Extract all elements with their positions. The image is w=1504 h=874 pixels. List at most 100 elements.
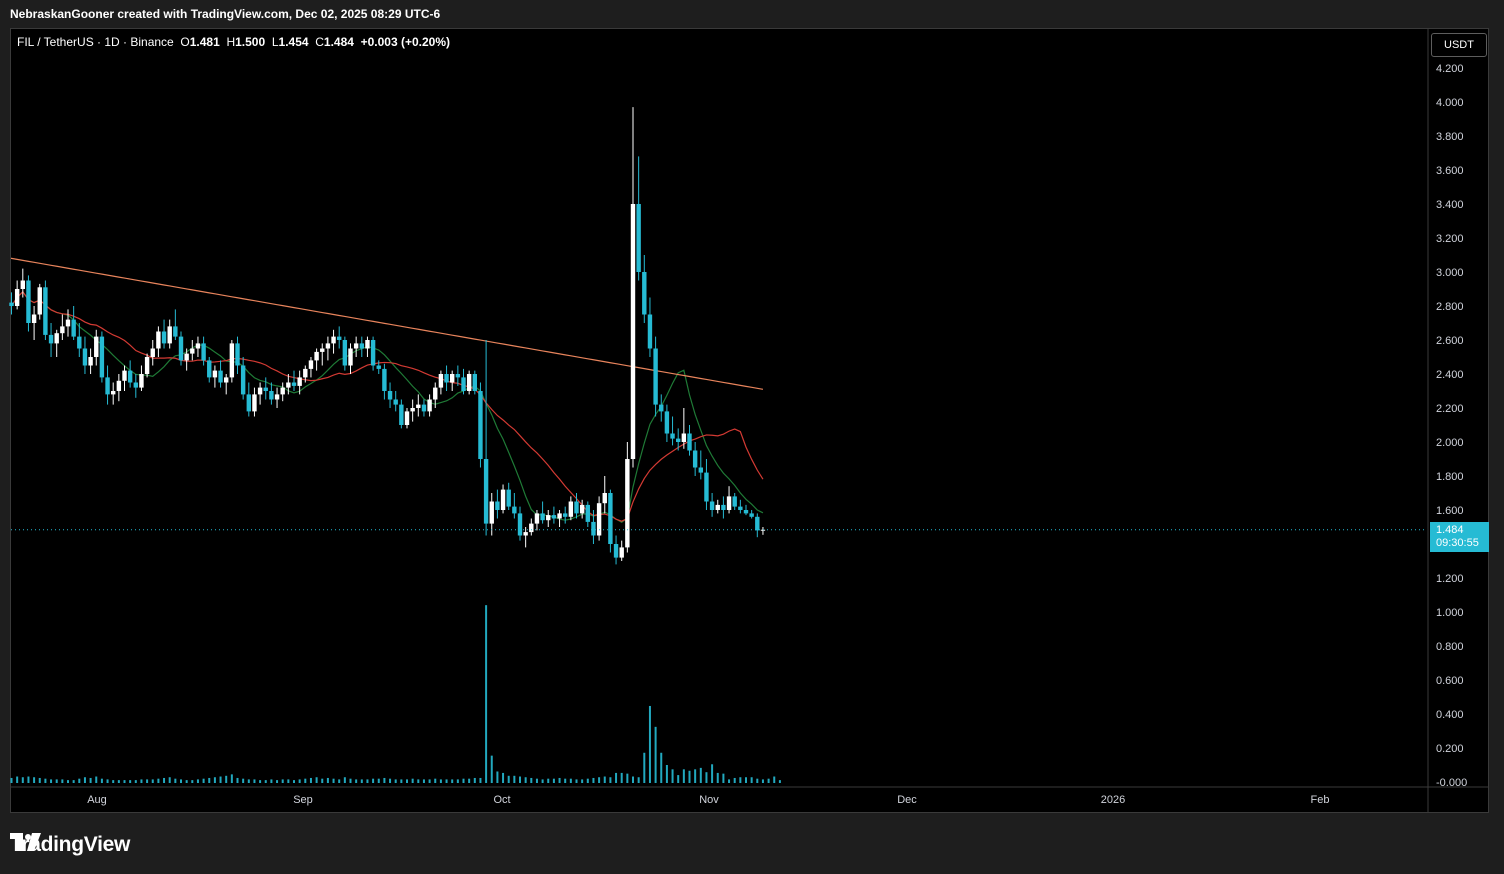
volume-bar xyxy=(451,779,454,783)
candle-body xyxy=(286,382,291,388)
close-label: C xyxy=(315,35,324,49)
volume-bar xyxy=(157,778,160,783)
volume-bar xyxy=(208,777,211,783)
currency-button[interactable]: USDT xyxy=(1431,33,1487,57)
candle-body xyxy=(353,343,359,349)
volume-bar xyxy=(191,780,194,783)
candle-body xyxy=(692,450,698,468)
volume-bar xyxy=(490,755,493,783)
candle-body xyxy=(523,532,528,536)
candle-body xyxy=(478,391,483,459)
symbol-name[interactable]: FIL / TetherUS · 1D · Binance xyxy=(17,35,174,49)
candle-body xyxy=(43,287,48,335)
volume-bar xyxy=(134,780,137,783)
volume-bar xyxy=(309,777,312,783)
y-tick-label: 1.600 xyxy=(1436,505,1464,517)
candle-body xyxy=(224,377,229,383)
candle-body xyxy=(472,374,477,391)
y-tick-label: 1.800 xyxy=(1436,471,1464,483)
volume-bar xyxy=(383,777,386,783)
candle-body xyxy=(71,319,76,337)
candle-body xyxy=(190,348,195,354)
candle-body xyxy=(670,433,675,439)
candle-body xyxy=(698,467,703,473)
candle-body xyxy=(218,370,223,383)
candle-body xyxy=(297,377,302,386)
volume-bar xyxy=(739,777,742,783)
volume-bar xyxy=(468,778,471,783)
volume-bar xyxy=(242,778,245,783)
candle-body xyxy=(466,374,472,391)
y-tick-label: 3.800 xyxy=(1436,131,1464,143)
volume-bar xyxy=(394,779,397,783)
candle-body xyxy=(263,387,268,391)
y-tick-label: 0.800 xyxy=(1436,641,1464,653)
candle-body xyxy=(229,343,235,378)
candle-body xyxy=(619,547,624,558)
candle-body xyxy=(500,489,506,510)
low-label: L xyxy=(271,35,279,49)
candle-body xyxy=(150,348,155,357)
candle-body xyxy=(738,506,743,510)
volume-bar xyxy=(502,772,505,783)
x-tick-label: 2026 xyxy=(1101,794,1125,806)
volume-bar xyxy=(694,769,697,783)
volume-bar xyxy=(27,776,30,783)
candle-body xyxy=(88,357,93,366)
candle-body xyxy=(161,331,167,344)
volume-bar xyxy=(439,779,442,783)
high-label: H xyxy=(226,35,236,49)
candle-body xyxy=(320,348,325,352)
volume-bar xyxy=(293,780,295,783)
candle-body xyxy=(455,374,461,378)
candle-body xyxy=(483,459,489,524)
candle-body xyxy=(529,523,534,533)
volume-bar xyxy=(643,752,646,783)
volume-bar xyxy=(33,777,36,783)
candle-body xyxy=(591,521,596,536)
candle-body xyxy=(144,357,150,374)
candle-body xyxy=(20,280,25,289)
candle-body xyxy=(647,314,653,349)
x-tick-label: Oct xyxy=(493,794,510,806)
volume-bar xyxy=(225,775,228,783)
candle-body xyxy=(382,368,387,391)
candle-body xyxy=(416,404,421,408)
chart-frame[interactable] xyxy=(10,28,1489,813)
candle-body xyxy=(642,272,647,315)
volume-bar xyxy=(558,777,561,783)
volume-bar xyxy=(321,778,324,783)
candle-body xyxy=(37,287,42,315)
volume-bar xyxy=(372,778,375,783)
candle-body xyxy=(156,331,161,349)
volume-bar xyxy=(665,765,668,783)
volume-bar xyxy=(406,779,408,783)
x-tick-label: Dec xyxy=(897,794,917,806)
candle-body xyxy=(563,513,568,517)
volume-bar xyxy=(598,777,601,783)
volume-bar xyxy=(530,777,533,783)
volume-bar xyxy=(677,775,680,783)
volume-bar xyxy=(72,780,75,783)
y-tick-label: 2.000 xyxy=(1436,437,1464,449)
volume-bar xyxy=(722,773,725,783)
candle-body xyxy=(82,348,88,366)
volume-bar xyxy=(304,778,307,783)
moving-average-line xyxy=(11,290,764,523)
candle-body xyxy=(636,204,641,272)
candle-body xyxy=(534,513,540,524)
candle-body xyxy=(99,336,105,378)
tradingview-logo[interactable]: TradingView xyxy=(10,833,130,857)
y-tick-label: 0.400 xyxy=(1436,709,1464,721)
volume-bar xyxy=(389,778,392,783)
candle-body xyxy=(749,513,754,517)
y-tick-label: 3.000 xyxy=(1436,267,1464,279)
volume-bar xyxy=(445,779,448,783)
candle-body xyxy=(269,391,274,400)
volume-bar xyxy=(428,779,431,783)
volume-bar xyxy=(654,726,657,783)
candle-body xyxy=(659,404,664,412)
candle-body xyxy=(450,374,455,383)
volume-bar xyxy=(196,779,199,783)
